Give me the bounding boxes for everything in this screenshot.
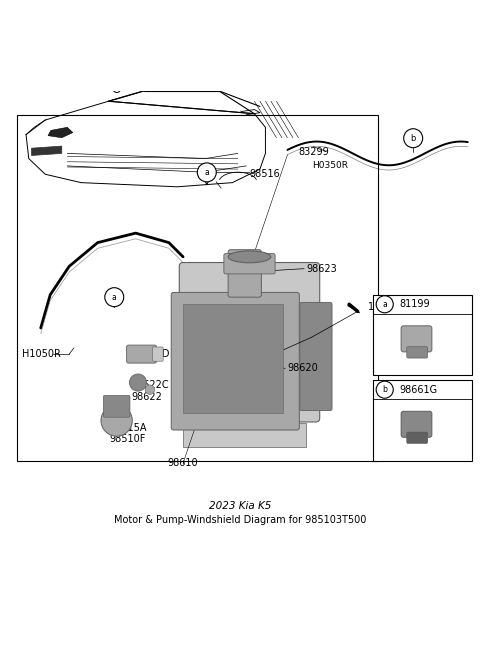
Text: 98510F: 98510F [109,434,146,445]
Text: b: b [382,385,387,394]
Circle shape [376,296,393,313]
FancyBboxPatch shape [407,346,428,358]
Text: 98622: 98622 [131,392,162,401]
Text: 1125AD: 1125AD [368,302,407,312]
Circle shape [376,381,393,398]
Circle shape [145,385,155,394]
FancyBboxPatch shape [127,345,156,363]
FancyBboxPatch shape [401,411,432,438]
Polygon shape [32,146,62,155]
Circle shape [130,374,146,391]
Bar [373,380,472,461]
Text: 83299: 83299 [298,146,329,157]
Circle shape [197,163,216,182]
FancyBboxPatch shape [407,432,428,443]
Text: 98661G: 98661G [399,384,437,395]
Text: a: a [204,168,209,177]
FancyBboxPatch shape [153,347,163,361]
Text: 98620: 98620 [288,363,318,373]
FancyBboxPatch shape [179,262,320,422]
Circle shape [105,288,124,306]
Bar [183,304,283,413]
FancyBboxPatch shape [103,396,130,417]
FancyBboxPatch shape [228,250,261,297]
Polygon shape [48,127,73,138]
FancyBboxPatch shape [171,293,300,430]
Text: b: b [410,134,416,143]
Bar [17,115,378,461]
Circle shape [404,129,423,148]
Text: 81199: 81199 [399,299,430,309]
Text: 98520D: 98520D [131,349,169,359]
Text: H1050R: H1050R [22,349,60,359]
FancyBboxPatch shape [224,253,275,274]
Text: 98516: 98516 [250,169,280,179]
Text: a: a [112,293,117,302]
Text: 98610: 98610 [168,459,198,468]
FancyBboxPatch shape [300,302,332,411]
Text: 2023 Kia K5: 2023 Kia K5 [209,501,271,511]
Text: 98623: 98623 [306,264,337,274]
Bar [183,423,306,447]
Text: H0350R: H0350R [312,161,348,170]
Text: 98622C: 98622C [131,380,168,390]
FancyBboxPatch shape [401,326,432,352]
Circle shape [101,405,132,436]
Ellipse shape [228,251,271,263]
Text: 98515A: 98515A [109,422,147,433]
Text: a: a [383,300,387,309]
Bar [373,295,472,375]
Text: Motor & Pump-Windshield Diagram for 985103T500: Motor & Pump-Windshield Diagram for 9851… [114,515,366,525]
